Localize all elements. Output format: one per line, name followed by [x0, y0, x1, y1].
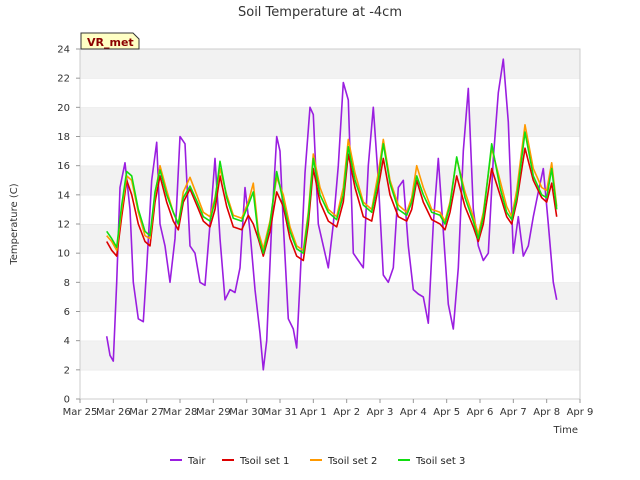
y-tick-label: 16 [57, 161, 70, 172]
y-tick-label: 8 [64, 278, 70, 289]
legend-label-tair: Tair [187, 456, 206, 467]
grid-band [80, 194, 580, 224]
x-tick-label: Apr 7 [500, 407, 527, 418]
x-tick-label: Apr 3 [367, 407, 394, 418]
y-tick-label: 18 [57, 132, 70, 143]
legend: Tair Tsoil set 1 Tsoil set 2 Tsoil set 3 [170, 456, 465, 467]
x-tick-label: Apr 2 [333, 407, 360, 418]
x-tick-label: Mar 26 [96, 407, 131, 418]
grid-bands [80, 48, 580, 399]
y-tick-label: 6 [64, 307, 70, 318]
series-layer [105, 58, 558, 371]
series-line-tsoil-set-1 [106, 147, 558, 262]
grid-band [80, 136, 580, 166]
y-tick-label: 12 [57, 220, 70, 231]
y-tick-label: 4 [64, 336, 70, 347]
x-tick-label: Mar 27 [129, 407, 164, 418]
legend-label-tsoil-set-2: Tsoil set 2 [327, 456, 377, 467]
x-axis-label: Time [553, 425, 578, 436]
y-tick-label: 14 [57, 190, 70, 201]
y-tick-label: 22 [57, 74, 70, 85]
y-tick-label: 24 [57, 45, 70, 56]
station-badge-box [80, 32, 140, 50]
station-badge: VR_met [80, 32, 140, 50]
x-tick-label: Mar 28 [163, 407, 198, 418]
station-badge-label: VR_met [87, 36, 134, 49]
grid-band [80, 49, 580, 79]
x-tick-label: Mar 29 [196, 407, 231, 418]
grid-band [80, 311, 580, 341]
legend-label-tsoil-set-1: Tsoil set 1 [239, 456, 289, 467]
grid-band [80, 340, 580, 370]
x-tick-label: Mar 30 [229, 407, 264, 418]
x-tick-label: Apr 8 [533, 407, 560, 418]
grid-band [80, 282, 580, 312]
series-line-tair [105, 58, 558, 371]
x-tick-label: Apr 5 [433, 407, 460, 418]
y-axis-label: Temperature (C) [9, 183, 20, 265]
x-tick-label: Apr 1 [300, 407, 327, 418]
grid-band [80, 369, 580, 399]
y-tick-label: 10 [57, 249, 70, 260]
y-tick-label: 2 [64, 365, 70, 376]
chart-title: Soil Temperature at -4cm [238, 5, 402, 20]
series-line-tsoil-set-3 [106, 131, 558, 254]
x-tick-label: Apr 4 [400, 407, 427, 418]
x-tick-label: Apr 6 [467, 407, 494, 418]
y-tick-label: 0 [64, 395, 70, 406]
y-tick-label: 20 [57, 103, 70, 114]
x-tick-label: Apr 9 [567, 407, 594, 418]
x-tick-label: Mar 31 [263, 407, 298, 418]
grid-band [80, 107, 580, 137]
x-tick-label: Mar 25 [63, 407, 98, 418]
legend-label-tsoil-set-3: Tsoil set 3 [415, 456, 465, 467]
grid-band [80, 78, 580, 108]
